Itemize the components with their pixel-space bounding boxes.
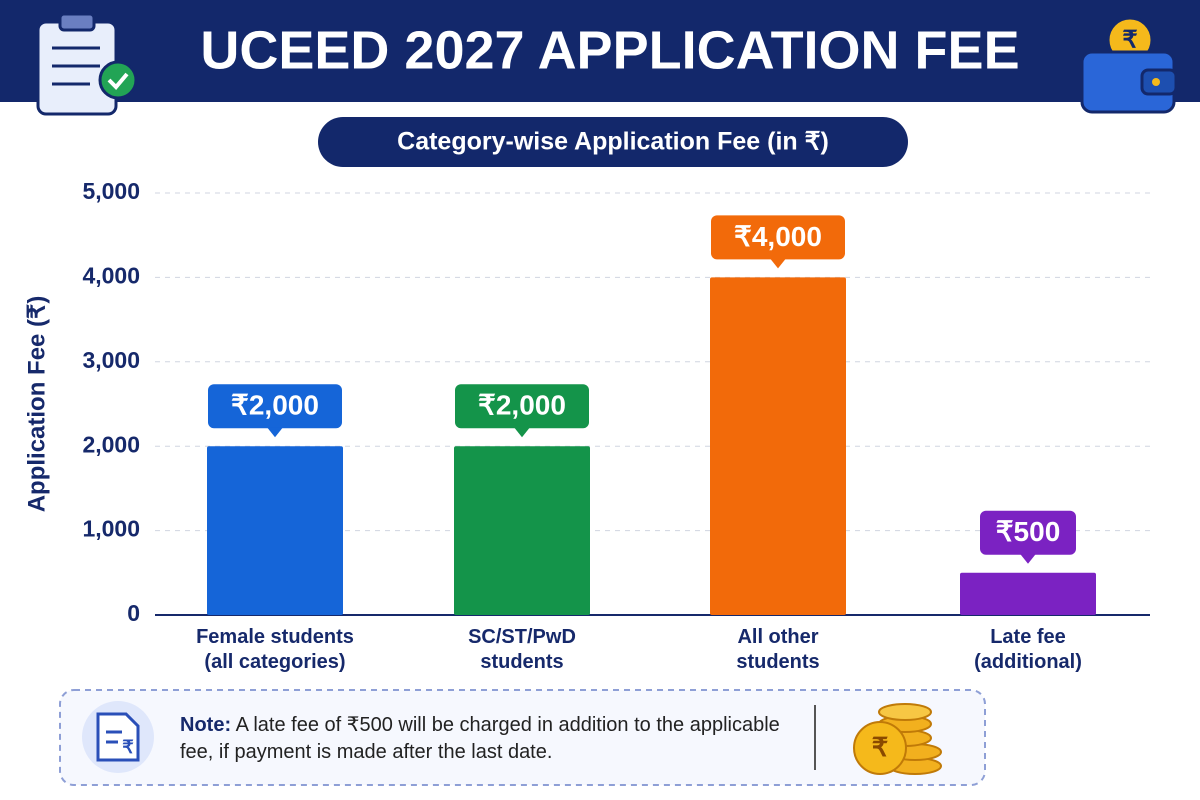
- x-tick-label: All other students: [736, 626, 820, 673]
- value-label-bg: [208, 384, 342, 429]
- x-tick-label: SC/ST/PwD students: [468, 626, 576, 673]
- x-tick-label: Late fee (additional): [974, 626, 1082, 673]
- value-label-pointer: [770, 258, 786, 269]
- svg-text:₹: ₹: [1122, 26, 1137, 53]
- value-label-pointer: [1020, 553, 1036, 564]
- subtitle: Category-wise Application Fee (in ₹): [397, 128, 829, 156]
- note-text: Note: A late fee of ₹500 will be charged…: [180, 712, 790, 766]
- bar: [710, 277, 846, 615]
- note-box: [59, 689, 986, 786]
- document-icon: ₹: [82, 701, 154, 773]
- note-label: Note:: [180, 714, 232, 736]
- value-label-bg: [711, 215, 845, 260]
- y-tick-label: 4,000: [82, 262, 140, 288]
- svg-text:₹: ₹: [872, 732, 889, 762]
- y-tick-label: 1,000: [82, 516, 140, 542]
- subtitle-pill: [318, 117, 908, 167]
- value-label: ₹4,000: [734, 221, 822, 252]
- bar: [454, 446, 590, 615]
- wallet-icon: ₹: [1080, 16, 1178, 114]
- y-tick-label: 3,000: [82, 347, 140, 373]
- value-label-pointer: [514, 427, 530, 438]
- value-label-bg: [980, 510, 1076, 555]
- y-tick-label: 0: [127, 600, 140, 626]
- bar: [207, 446, 343, 615]
- y-axis-label: Application Fee (₹): [23, 296, 50, 513]
- note-body: A late fee of ₹500 will be charged in ad…: [180, 714, 780, 763]
- header-band: [0, 0, 1200, 102]
- value-label: ₹500: [996, 516, 1061, 547]
- chart-title: UCEED 2027 APPLICATION FEE: [200, 20, 1019, 80]
- y-tick-label: 5,000: [82, 178, 140, 204]
- value-label: ₹2,000: [478, 390, 566, 421]
- y-tick-label: 2,000: [82, 431, 140, 457]
- coins-icon: ₹: [853, 703, 942, 775]
- clipboard-icon: [36, 12, 138, 116]
- value-label: ₹2,000: [231, 390, 319, 421]
- value-label-pointer: [267, 427, 283, 438]
- bar: [960, 572, 1096, 615]
- value-label-bg: [455, 384, 589, 429]
- x-tick-label: Female students (all categories): [196, 626, 354, 673]
- svg-text:₹: ₹: [122, 737, 134, 757]
